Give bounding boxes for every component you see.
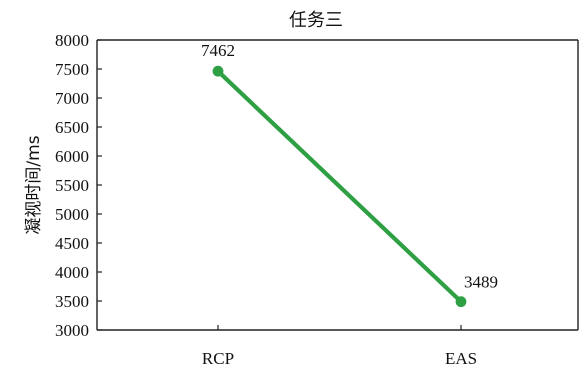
y-tick-label: 6500 — [55, 118, 89, 137]
chart-title: 任务三 — [289, 10, 343, 31]
y-tick-label: 8000 — [55, 31, 89, 50]
series-group — [212, 65, 467, 308]
data-label: 7462 — [201, 41, 235, 60]
x-tick-label: EAS — [445, 349, 477, 368]
data-label: 3489 — [464, 273, 498, 292]
x-tick-label: RCP — [202, 349, 234, 368]
series-line — [215, 69, 464, 304]
data-point — [455, 296, 467, 308]
data-labels-group: 7462 3489 — [201, 41, 498, 291]
y-tick-label: 3000 — [55, 321, 89, 340]
y-tick-label: 6000 — [55, 147, 89, 166]
y-tick-label: 4500 — [55, 234, 89, 253]
y-tick-label: 7500 — [55, 60, 89, 79]
y-tick-label: 3500 — [55, 292, 89, 311]
y-tick-label: 7000 — [55, 89, 89, 108]
y-tick-label: 5000 — [55, 205, 89, 224]
data-point — [212, 65, 224, 77]
y-tick-label: 4000 — [55, 263, 89, 282]
y-ticks-group: 3000 3500 4000 4500 5000 5500 6000 6500 7000 7500… — [55, 31, 102, 340]
y-axis-label: 凝视时间/ms — [24, 135, 44, 234]
x-ticks-group: RCP EAS — [202, 325, 477, 368]
y-tick-label: 5500 — [55, 176, 89, 195]
